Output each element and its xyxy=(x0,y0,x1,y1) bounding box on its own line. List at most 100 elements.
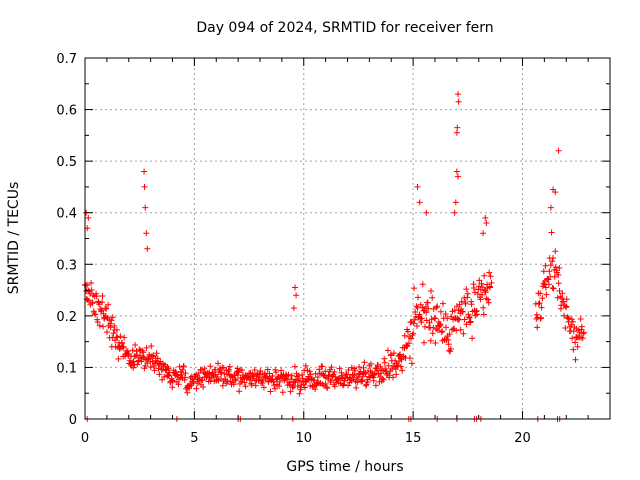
data-point xyxy=(306,368,313,375)
data-point xyxy=(552,248,559,255)
data-point xyxy=(248,382,255,388)
data-point xyxy=(134,361,141,368)
data-point xyxy=(120,343,127,350)
data-point xyxy=(463,321,470,328)
data-point xyxy=(486,269,493,276)
data-point xyxy=(361,359,368,366)
data-point xyxy=(549,285,556,291)
data-point xyxy=(380,376,387,383)
data-point xyxy=(542,262,549,269)
data-point xyxy=(474,311,480,318)
data-point xyxy=(580,330,587,337)
data-point xyxy=(84,296,91,303)
data-point xyxy=(398,363,404,370)
data-point xyxy=(381,359,388,366)
data-point xyxy=(201,365,208,372)
data-point xyxy=(469,335,476,342)
data-point xyxy=(322,380,329,387)
data-point xyxy=(410,320,417,327)
data-point xyxy=(414,323,420,329)
data-point xyxy=(466,314,473,321)
data-point xyxy=(340,382,346,389)
data-point xyxy=(549,258,556,265)
data-point xyxy=(423,209,430,216)
data-point xyxy=(364,379,371,385)
data-point xyxy=(354,379,361,386)
data-point xyxy=(384,347,391,354)
data-point xyxy=(151,367,158,374)
data-point xyxy=(271,382,278,389)
data-point xyxy=(307,371,314,378)
data-point xyxy=(547,204,554,211)
data-point xyxy=(552,189,559,196)
data-point xyxy=(165,365,172,372)
data-point xyxy=(536,300,543,307)
data-point xyxy=(360,364,367,371)
data-point xyxy=(371,372,378,378)
data-point xyxy=(415,294,421,301)
data-point xyxy=(141,168,148,175)
data-point xyxy=(257,368,264,374)
data-point xyxy=(193,371,200,378)
data-point xyxy=(476,277,483,284)
data-point xyxy=(232,376,239,383)
data-point xyxy=(550,285,557,292)
data-point xyxy=(418,315,425,322)
data-point xyxy=(105,301,112,308)
y-tick-label: 0.1 xyxy=(56,361,77,376)
data-point xyxy=(455,98,462,105)
data-point xyxy=(423,309,430,316)
data-point xyxy=(331,368,338,375)
data-point xyxy=(215,360,221,367)
data-point xyxy=(432,315,439,322)
y-tick-label: 0.7 xyxy=(56,52,77,67)
data-point xyxy=(408,360,415,367)
data-point xyxy=(179,366,186,373)
data-point xyxy=(433,304,440,311)
data-point xyxy=(129,347,136,354)
data-point xyxy=(312,386,319,393)
data-point xyxy=(156,371,163,378)
data-point xyxy=(89,299,96,306)
data-point xyxy=(107,324,114,331)
data-point xyxy=(153,350,160,357)
data-point xyxy=(184,389,191,396)
data-point xyxy=(425,305,432,312)
data-point xyxy=(570,346,577,353)
data-point xyxy=(464,290,471,297)
data-point xyxy=(221,370,228,377)
data-point xyxy=(130,364,137,371)
data-point xyxy=(424,299,431,306)
data-point xyxy=(114,334,121,341)
data-point xyxy=(368,360,374,367)
data-point xyxy=(328,364,335,371)
data-point xyxy=(436,321,443,327)
data-point xyxy=(453,129,460,136)
data-point xyxy=(117,333,124,340)
data-point xyxy=(569,318,576,325)
data-point xyxy=(451,209,458,216)
data-point xyxy=(546,268,553,275)
data-point xyxy=(465,311,472,318)
data-point xyxy=(302,362,309,369)
data-point xyxy=(577,316,584,322)
data-point xyxy=(428,316,435,323)
data-point xyxy=(144,245,151,252)
data-point xyxy=(154,355,161,362)
data-point xyxy=(141,183,148,190)
y-tick-label: 0.2 xyxy=(56,310,77,325)
data-point xyxy=(551,273,558,280)
data-point xyxy=(574,343,581,350)
x-axis-title: GPS time / hours xyxy=(286,459,403,475)
data-point xyxy=(548,229,555,236)
data-point xyxy=(555,271,562,278)
data-point xyxy=(388,351,395,358)
data-point xyxy=(219,382,226,389)
data-point xyxy=(345,367,352,373)
data-point xyxy=(109,314,116,321)
data-point xyxy=(446,331,453,338)
data-point xyxy=(479,291,485,298)
data-point xyxy=(470,285,477,291)
data-point xyxy=(372,382,379,389)
data-point xyxy=(439,328,446,335)
